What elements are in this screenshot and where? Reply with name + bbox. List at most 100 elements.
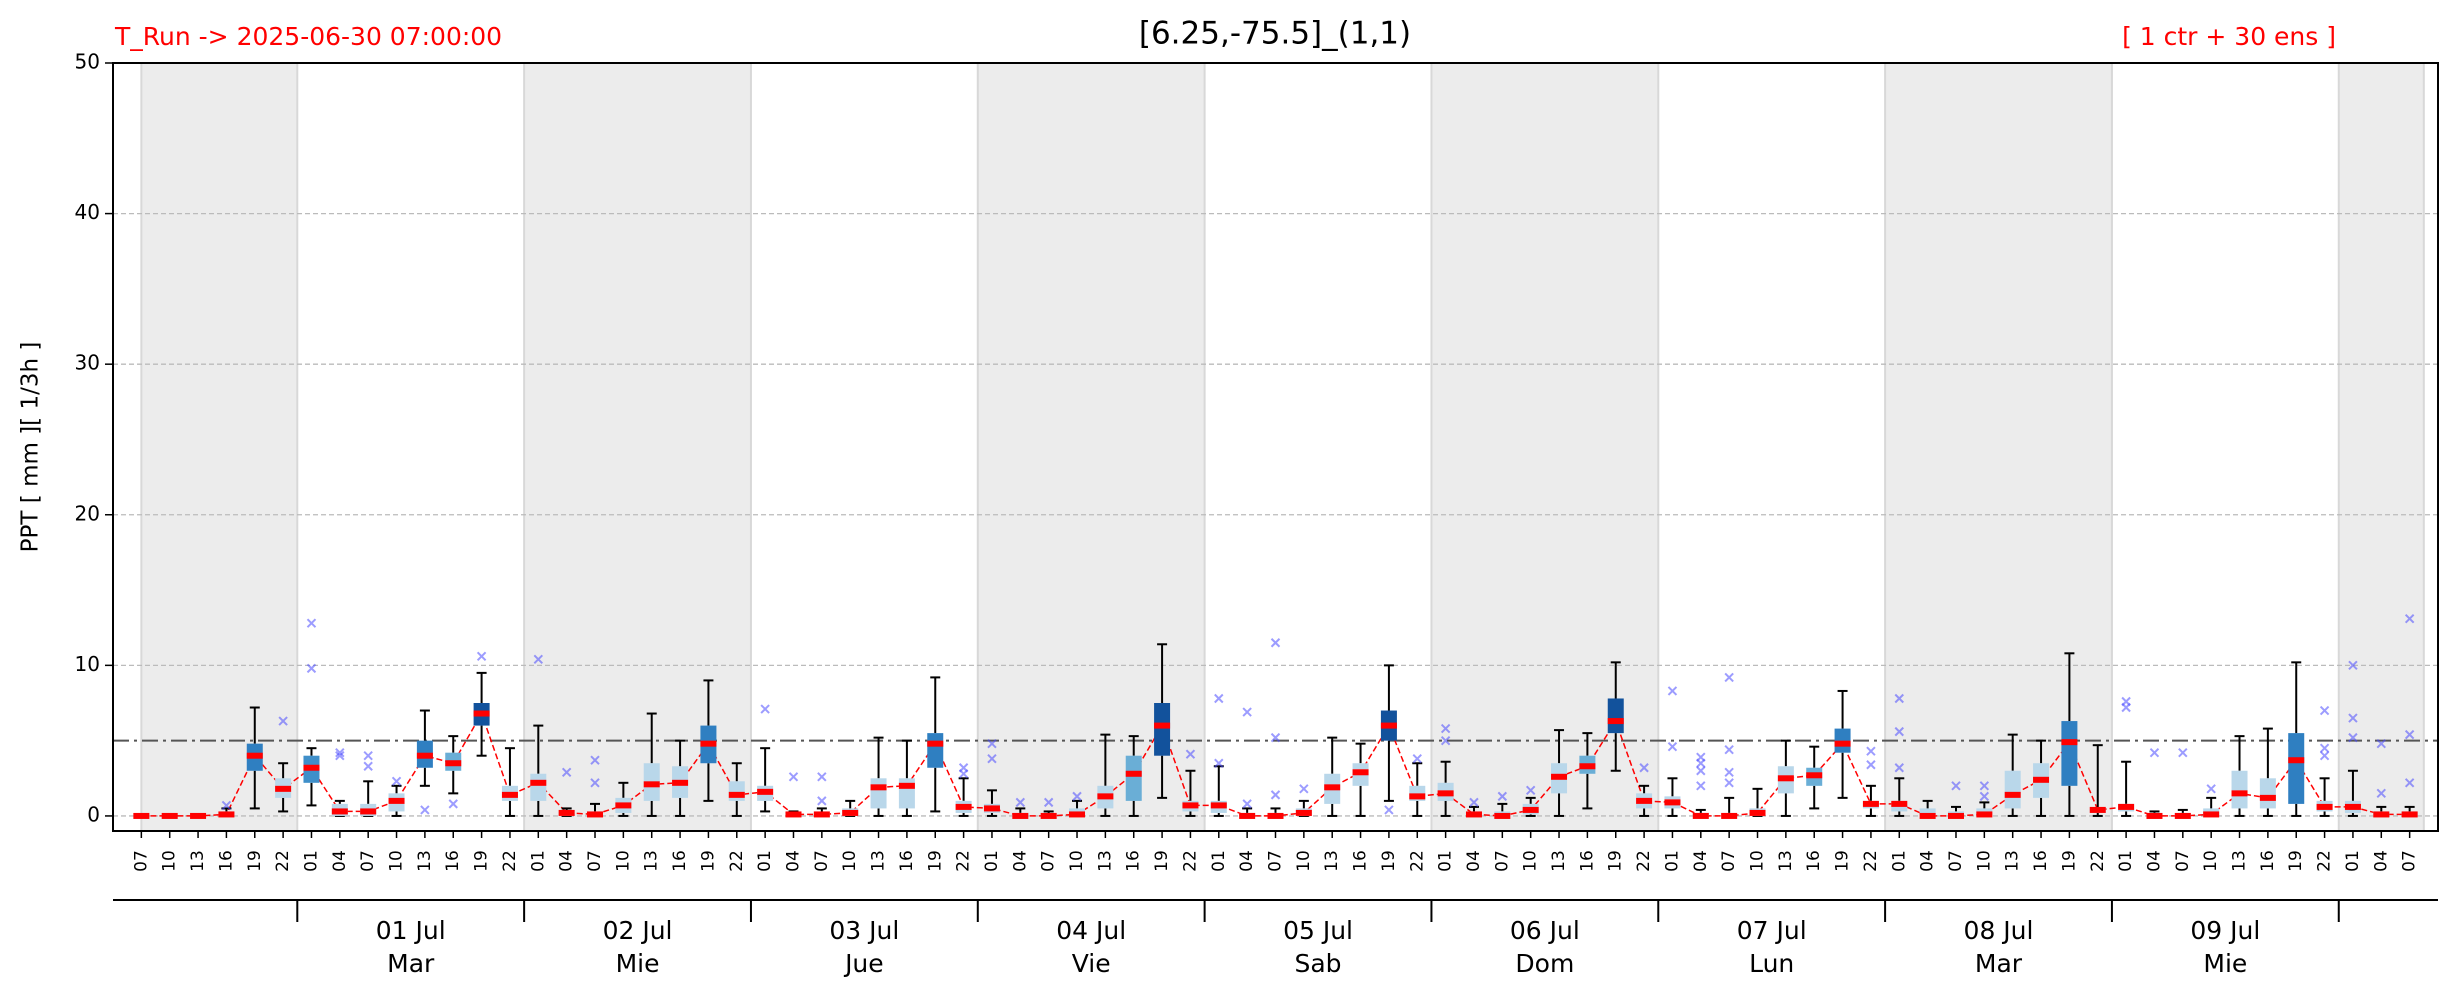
- x-tick-label: 01: [2343, 850, 2363, 872]
- median: [2231, 790, 2248, 797]
- flier: [1724, 778, 1734, 788]
- flier: [760, 704, 770, 714]
- median: [2401, 811, 2418, 818]
- flier: [363, 761, 373, 771]
- median: [1891, 800, 1908, 807]
- flier: [788, 772, 799, 782]
- flier: [533, 654, 544, 665]
- flier: [1242, 707, 1252, 717]
- flier: [420, 805, 430, 815]
- x-tick-label: 10: [1067, 850, 1087, 872]
- day-date: 01 Jul: [376, 916, 446, 945]
- x-tick-label: 04: [1464, 850, 1484, 872]
- flier: [2121, 696, 2131, 707]
- box: [870, 778, 887, 809]
- flier: [1894, 726, 1904, 737]
- box: [1154, 703, 1171, 756]
- x-tick-label: 04: [2144, 850, 2164, 872]
- median: [1862, 800, 1879, 807]
- median: [1777, 775, 1794, 782]
- x-tick-label: 13: [2003, 850, 2023, 872]
- x-tick-label: 16: [1577, 850, 1597, 872]
- x-tick-label: 10: [1748, 850, 1768, 872]
- x-tick-label: 13: [415, 850, 435, 872]
- x-tick-label: 01: [1889, 850, 1909, 872]
- night-shade: [141, 63, 298, 831]
- median: [672, 779, 689, 786]
- y-tick-label: 0: [87, 802, 100, 826]
- x-tick-label: 07: [358, 850, 378, 872]
- median: [2004, 791, 2021, 798]
- median: [870, 784, 887, 791]
- flier: [1469, 797, 1479, 808]
- flier: [1724, 744, 1734, 755]
- median: [700, 740, 717, 747]
- median: [331, 808, 348, 815]
- median: [927, 740, 944, 747]
- median: [1295, 809, 1312, 816]
- x-tick-label: 04: [557, 850, 577, 872]
- x-tick-label: 22: [954, 850, 974, 872]
- flier: [1696, 766, 1706, 776]
- median: [1125, 770, 1142, 777]
- median: [2373, 811, 2390, 818]
- median: [813, 811, 830, 818]
- flier: [306, 663, 317, 674]
- median: [1012, 812, 1029, 819]
- x-tick-label: 07: [1039, 850, 1059, 872]
- flier: [2206, 784, 2216, 794]
- box: [2004, 770, 2021, 809]
- median: [530, 779, 547, 786]
- x-tick-label: 04: [1010, 850, 1030, 872]
- x-tick-label: 16: [1124, 850, 1144, 872]
- day-weekday: Mar: [1975, 949, 2023, 978]
- day-weekday: Jue: [843, 949, 884, 978]
- flier: [2376, 738, 2386, 749]
- median: [1380, 722, 1397, 729]
- x-tick-label: 13: [188, 850, 208, 872]
- flier: [476, 651, 487, 662]
- flier: [1951, 781, 1961, 791]
- median: [1352, 769, 1369, 776]
- flier: [221, 800, 232, 811]
- x-tick-label: 13: [1322, 850, 1342, 872]
- median: [1522, 806, 1539, 813]
- flier: [2319, 743, 2330, 753]
- flier: [1894, 763, 1904, 773]
- x-tick-label: 07: [1719, 850, 1739, 872]
- median: [133, 812, 150, 819]
- median: [360, 808, 377, 815]
- day-weekday: Mar: [387, 949, 435, 978]
- median: [1636, 797, 1653, 804]
- x-tick-label: 22: [1861, 850, 1881, 872]
- flier: [2376, 788, 2386, 799]
- flier: [2404, 778, 2415, 788]
- day-date: 08 Jul: [1964, 916, 2034, 945]
- day-date: 02 Jul: [603, 916, 673, 945]
- flier: [2319, 750, 2330, 761]
- x-tick-label: 01: [1662, 850, 1682, 872]
- median: [1097, 793, 1114, 800]
- x-tick-label: 01: [1436, 850, 1456, 872]
- day-date: 07 Jul: [1737, 916, 1807, 945]
- night-shade: [524, 63, 751, 831]
- box: [1607, 698, 1624, 734]
- x-tick-label: 22: [2088, 850, 2108, 872]
- box: [2288, 733, 2305, 804]
- x-tick-label: 19: [2286, 850, 2306, 872]
- y-axis-label: PPT [ mm ][ 1/3h ]: [18, 342, 44, 553]
- x-tick-label: 10: [1974, 850, 1994, 872]
- median: [1154, 722, 1171, 729]
- run-label: T_Run -> 2025-06-30 07:00:00: [114, 22, 502, 51]
- night-shade: [1431, 63, 1659, 831]
- flier: [1667, 686, 1678, 696]
- plot-frame: [112, 62, 2439, 832]
- flier: [1724, 672, 1734, 683]
- median: [615, 802, 632, 809]
- box: [1125, 755, 1142, 801]
- x-tick-label: 16: [897, 850, 917, 872]
- flier: [817, 772, 827, 782]
- median: [1182, 802, 1199, 809]
- y-tick-label: 10: [75, 652, 100, 676]
- x-tick-label: 13: [642, 850, 662, 872]
